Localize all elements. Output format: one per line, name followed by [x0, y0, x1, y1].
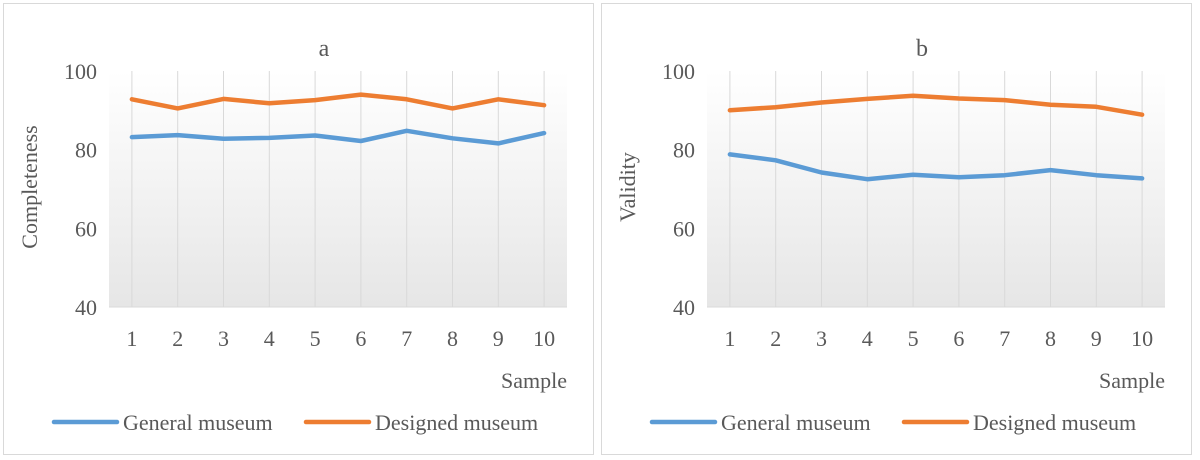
series-line-general-b [727, 152, 1145, 182]
x-tick-label-a: 1 [126, 326, 137, 351]
y-tick-label-a: 80 [75, 138, 97, 163]
x-tick-label-b: 4 [862, 326, 873, 351]
x-tick-label-a: 2 [172, 326, 183, 351]
x-tick-label-a: 7 [401, 326, 412, 351]
chart-title-b: b [916, 36, 928, 62]
x-tick-label-b: 5 [908, 326, 919, 351]
series-line-designed-a [129, 92, 547, 111]
y-tick-label-b: 80 [673, 138, 695, 163]
chart-title-a: a [319, 36, 330, 62]
plot-area-b [707, 71, 1165, 307]
plot-area-a [109, 71, 567, 307]
y-tick-label-b: 100 [662, 59, 695, 84]
x-tick-label-a: 8 [447, 326, 458, 351]
legend-label-general-a: General museum [123, 410, 273, 435]
x-tick-label-b: 9 [1091, 326, 1102, 351]
x-tick-label-b: 6 [953, 326, 964, 351]
x-tick-label-a: 4 [264, 326, 275, 351]
x-tick-label-a: 3 [218, 326, 229, 351]
x-tick-label-b: 8 [1045, 326, 1056, 351]
x-tick-label-a: 9 [493, 326, 504, 351]
x-tick-label-a: 6 [355, 326, 366, 351]
x-tick-label-b: 3 [816, 326, 827, 351]
chart-svg-b: 40 60 80 100 1 2 3 4 5 6 7 8 9 10 b Validity Sample Gener… [615, 36, 1165, 435]
chart-panel-b: 40 60 80 100 1 2 3 4 5 6 7 8 9 10 b Validity Sample Gener… [601, 3, 1192, 455]
y-tick-label-a: 100 [64, 59, 97, 84]
x-tick-label-b: 10 [1131, 326, 1153, 351]
y-tick-label-b: 60 [673, 216, 695, 241]
legend-label-general-b: General museum [721, 410, 871, 435]
chart-svg-a: 40 60 80 100 1 2 3 4 5 6 7 8 9 10 a Completeness Sample G… [17, 36, 567, 435]
x-axis-label-a: Sample [501, 368, 567, 393]
y-tick-label-a: 40 [75, 295, 97, 320]
series-line-general-a [129, 128, 547, 146]
x-tick-label-a: 5 [310, 326, 321, 351]
y-axis-label-b: Validity [615, 152, 640, 222]
chart-panel-a: 40 60 80 100 1 2 3 4 5 6 7 8 9 10 a Completeness Sample G… [3, 3, 594, 455]
y-tick-label-a: 60 [75, 216, 97, 241]
x-tick-label-b: 2 [770, 326, 781, 351]
y-axis-label-a: Completeness [17, 125, 42, 248]
legend-label-designed-a: Designed museum [375, 410, 538, 435]
series-line-designed-b [727, 93, 1145, 117]
x-axis-label-b: Sample [1099, 368, 1165, 393]
x-tick-label-b: 1 [724, 326, 735, 351]
x-tick-label-a: 10 [533, 326, 555, 351]
legend-label-designed-b: Designed museum [973, 410, 1136, 435]
y-tick-label-b: 40 [673, 295, 695, 320]
x-tick-label-b: 7 [999, 326, 1010, 351]
